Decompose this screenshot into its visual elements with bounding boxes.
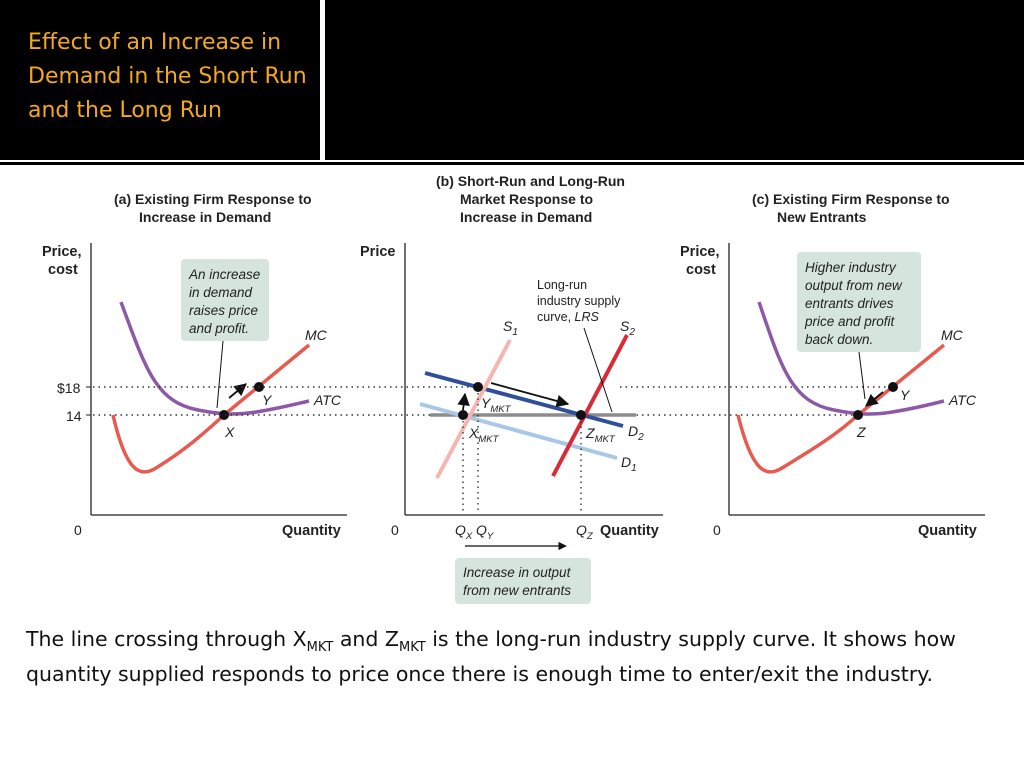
panel-c-title-line2: New Entrants (777, 209, 867, 225)
panel-a-mc-curve (111, 343, 311, 474)
lrs-caption-line1: Long-run (537, 278, 587, 292)
d2-label: D2 (628, 423, 644, 443)
panel-c-mc-label: MC (941, 327, 964, 343)
svg-text:back down.: back down. (805, 332, 873, 347)
s1-label: S1 (503, 318, 518, 338)
lrs-pointer-line (583, 327, 613, 413)
price-tick-18: $18 (57, 380, 81, 396)
panel-a-atc-label: ATC (313, 392, 342, 408)
panel-c-y-axis-label-line2: cost (686, 262, 716, 278)
demand-d2-curve (424, 371, 624, 428)
point-zmkt (576, 410, 586, 420)
panel-a-title-line2: Increase in Demand (139, 209, 271, 225)
panel-c-y-axis-label-line1: Price, (680, 244, 720, 260)
qx-label: QX (455, 522, 473, 542)
svg-text:An increase: An increase (188, 267, 260, 282)
panel-c-note: Higher industry output from new entrants… (797, 252, 921, 352)
panel-c: (c) Existing Firm Response to New Entran… (680, 191, 985, 539)
demand-shift-arrow (457, 392, 470, 411)
svg-text:in demand: in demand (189, 285, 253, 300)
panel-b-title-line3: Increase in Demand (460, 209, 592, 225)
panel-c-point-y (888, 382, 898, 392)
panel-c-movement-arrow (865, 391, 884, 407)
svg-text:Higher industry: Higher industry (805, 260, 897, 275)
demand-d1-curve (419, 402, 618, 460)
panel-a-y-axis-label-line2: cost (48, 262, 78, 278)
svg-text:and profit.: and profit. (189, 321, 249, 336)
economics-figure: (a) Existing Firm Response to Increase i… (42, 173, 985, 604)
panel-b-note: Increase in output from new entrants (455, 558, 591, 604)
panel-a-x-axis-label: Quantity (282, 523, 341, 539)
panel-a-origin-label: 0 (74, 522, 82, 538)
svg-text:Increase in output: Increase in output (463, 565, 572, 580)
panel-c-atc-label: ATC (948, 392, 977, 408)
supply-s2-curve (551, 334, 629, 477)
lrs-caption-line3: curve, LRS (537, 310, 599, 324)
panel-a-point-x (219, 410, 229, 420)
panel-a-note: An increase in demand raises price and p… (181, 259, 269, 341)
panel-a-y-axis-label-line1: Price, (42, 244, 82, 260)
panel-b: (b) Short-Run and Long-Run Market Respon… (360, 173, 663, 604)
title-block (0, 0, 320, 160)
slide-caption: The line crossing through XMKT and ZMKT … (26, 627, 956, 686)
panel-c-mc-curve (736, 343, 946, 474)
header-divider (0, 162, 1024, 165)
qy-label: QY (476, 522, 494, 542)
lrs-caption-line2: industry supply (537, 294, 621, 308)
panel-b-origin-label: 0 (391, 522, 399, 538)
panel-c-point-z-label: Z (856, 424, 866, 440)
ymkt-label: YMKT (481, 395, 512, 415)
panel-b-x-axis-label: Quantity (600, 523, 659, 539)
panel-c-point-y-label: Y (900, 387, 911, 403)
panel-b-title-line2: Market Response to (460, 191, 593, 207)
svg-text:price and profit: price and profit (804, 314, 896, 329)
panel-a-mc-label: MC (305, 327, 328, 343)
qz-label: QZ (576, 522, 594, 542)
panel-a-atc-curve (119, 301, 310, 416)
panel-c-origin-label: 0 (713, 522, 721, 538)
panel-a-point-y-label: Y (262, 392, 273, 408)
panel-c-atc-curve (757, 301, 945, 416)
panel-a-note-pointer (216, 340, 224, 409)
svg-text:output from new: output from new (805, 278, 903, 293)
xmkt-label: XMKT (468, 425, 500, 445)
s2-label: S2 (620, 318, 635, 338)
panel-a-title-line1: (a) Existing Firm Response to (114, 191, 312, 207)
price-tick-14: 14 (66, 408, 82, 424)
long-run-adjustment-arrow (490, 382, 570, 408)
d1-label: D1 (621, 454, 637, 474)
panel-c-title-line1: (c) Existing Firm Response to (752, 191, 950, 207)
point-ymkt (473, 382, 483, 392)
panel-a-point-x-label: X (224, 424, 235, 440)
panel-c-note-pointer (858, 351, 866, 400)
panel-a: (a) Existing Firm Response to Increase i… (42, 191, 347, 539)
svg-text:from new entrants: from new entrants (463, 583, 571, 598)
svg-text:raises price: raises price (189, 303, 258, 318)
supply-s1-curve (435, 339, 512, 479)
panel-c-x-axis-label: Quantity (918, 523, 977, 539)
panel-b-title-line1: (b) Short-Run and Long-Run (436, 173, 625, 189)
zmkt-label: ZMKT (585, 425, 616, 445)
svg-text:entrants drives: entrants drives (805, 296, 894, 311)
header-bar (325, 0, 1024, 160)
panel-a-movement-arrow (228, 383, 247, 399)
point-xmkt (458, 410, 468, 420)
panel-b-y-axis-label: Price (360, 244, 395, 260)
panel-c-point-z (853, 410, 863, 420)
slide-title: Effect of an Increase in Demand in the S… (28, 30, 307, 123)
